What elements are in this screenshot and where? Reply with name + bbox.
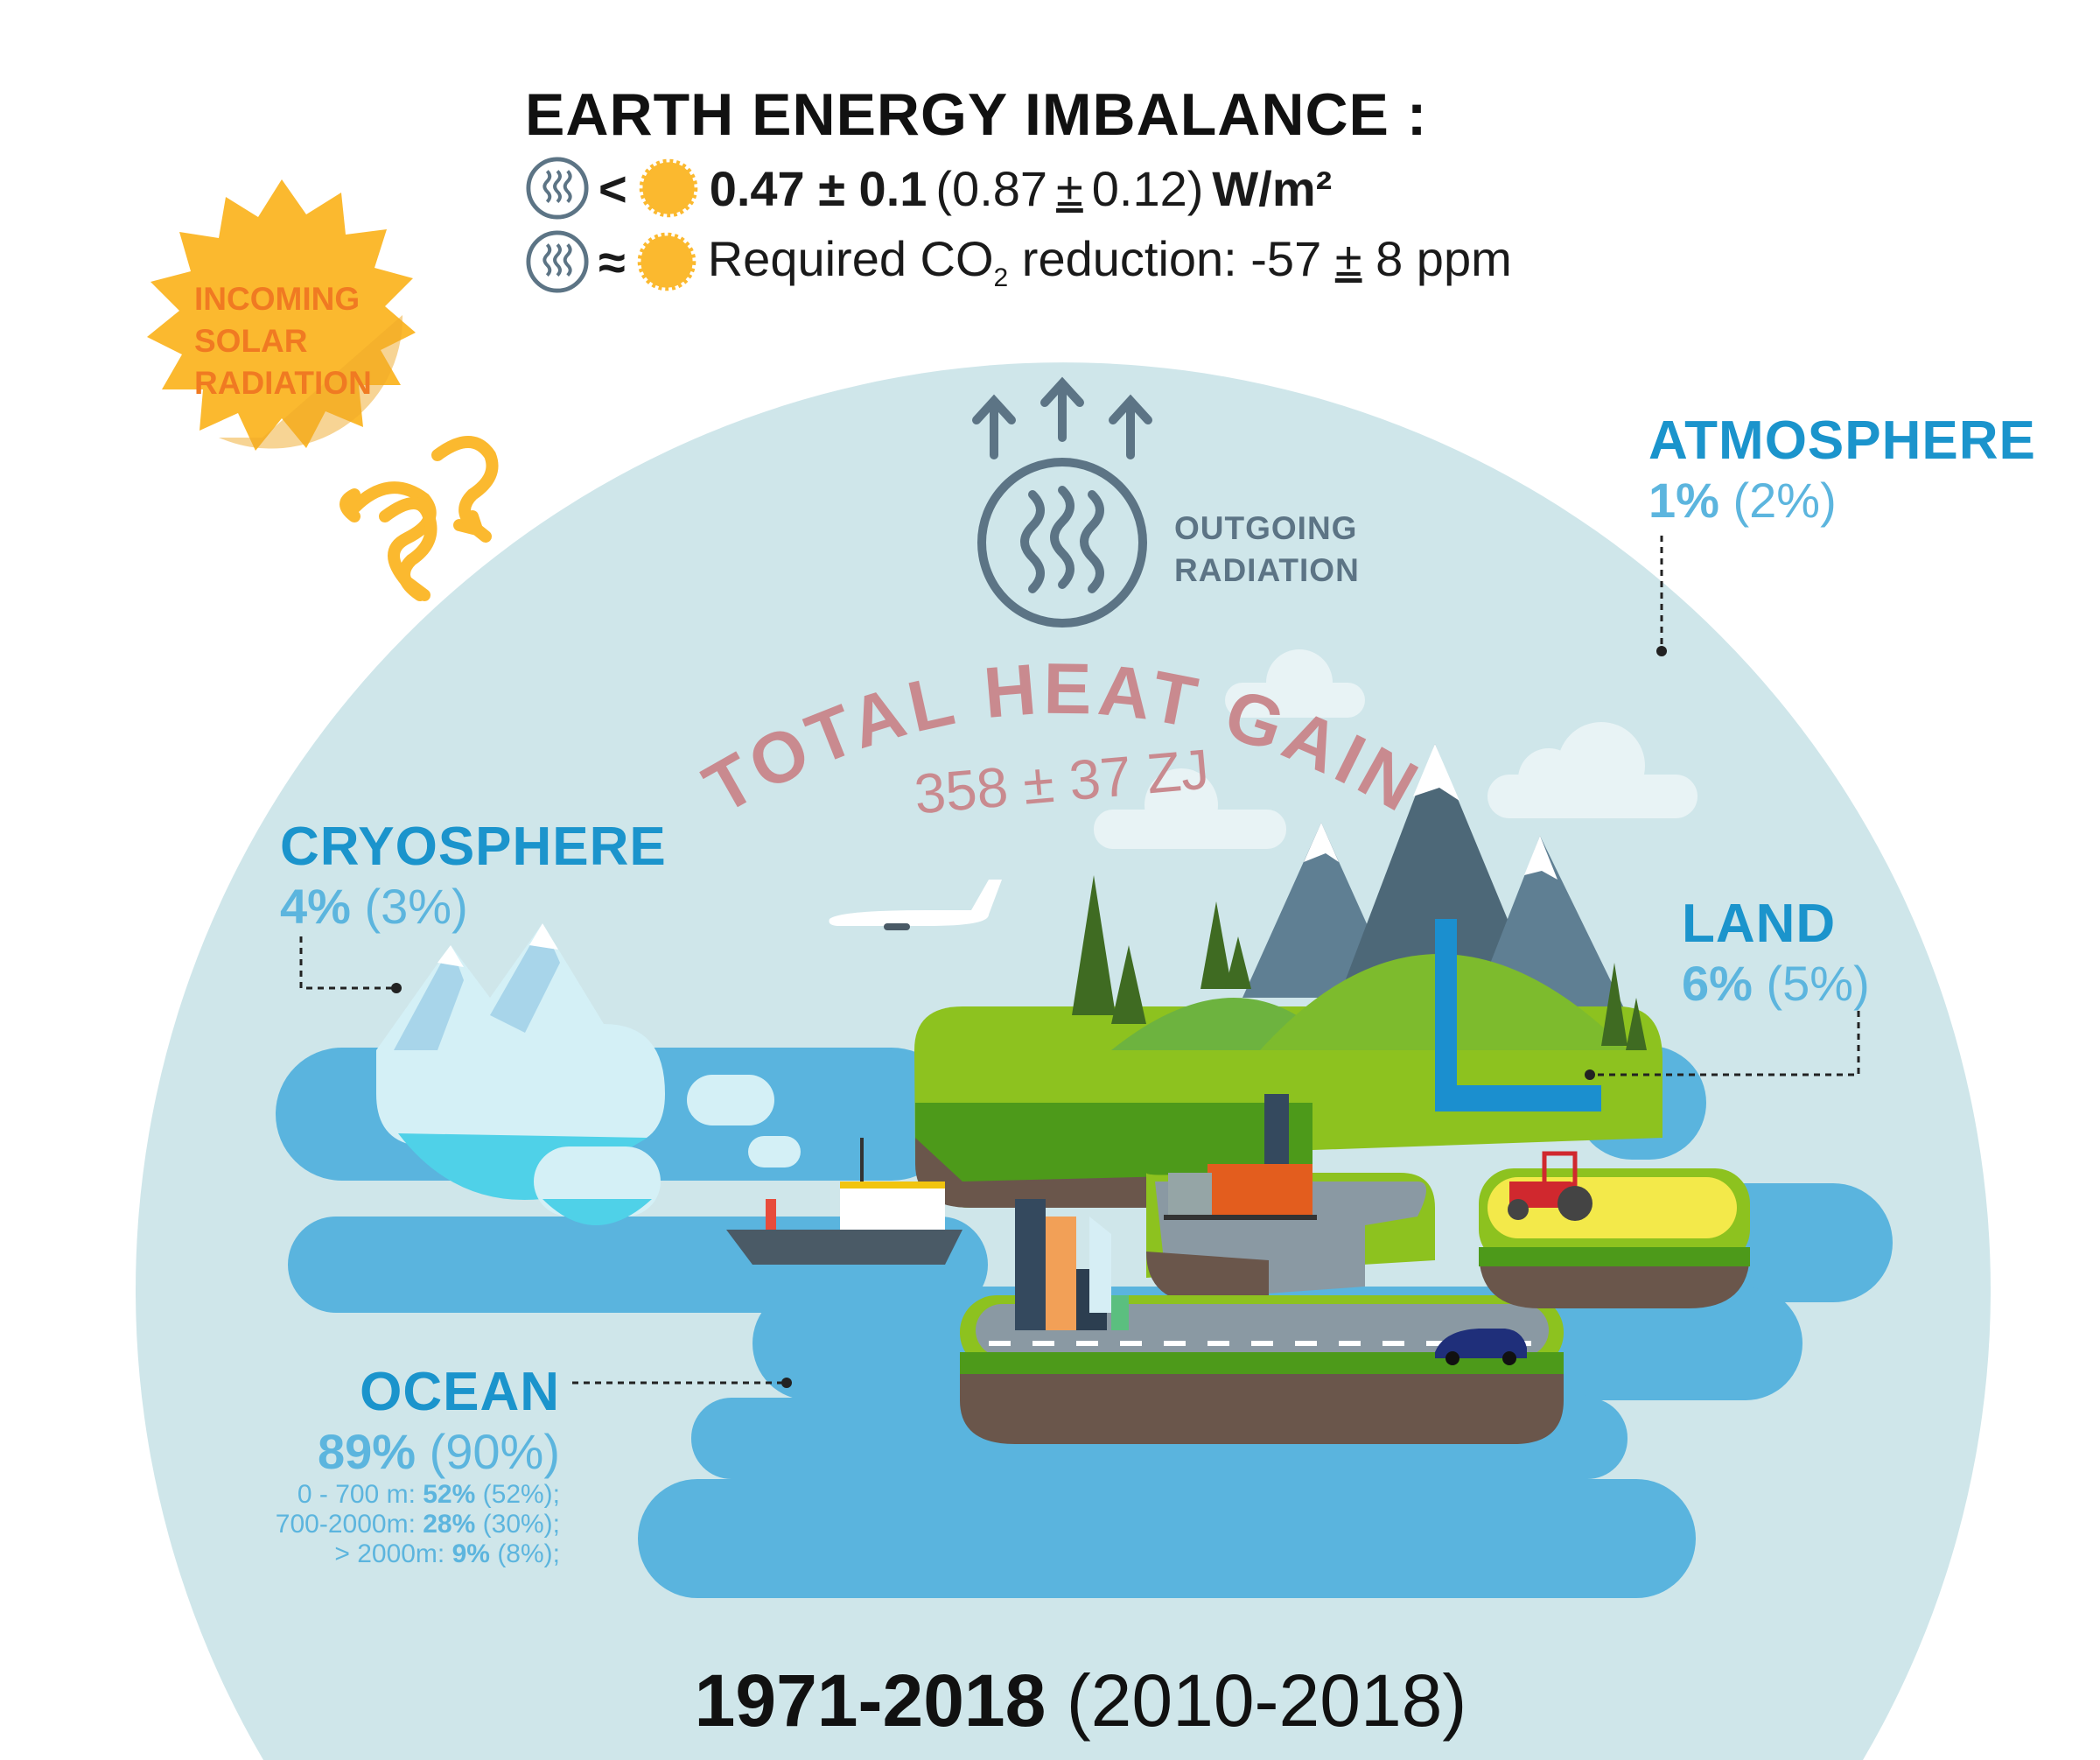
imbalance-line: < 0.47 ± 0.1 (0.87 ± 0.12) W/m² [525, 156, 1332, 221]
pm-symbol: ± [1056, 160, 1083, 216]
leader-dots [391, 646, 1667, 1388]
ship [726, 1138, 962, 1265]
co2-text: Required CO2 reduction: -57 ± 8 ppm [707, 230, 1512, 293]
ocean-layer: 0 - 700 m: 52% (52%); [297, 1480, 560, 1509]
outgoing-heat-icon [525, 229, 590, 294]
sun-icon [637, 232, 696, 291]
recent-value: (0.87 [935, 160, 1048, 216]
cryosphere-label: CRYOSPHERE 4% (3%) [280, 817, 667, 934]
ocean-label: OCEAN 89% (90%) 0 - 700 m: 52% (52%); 70… [275, 1362, 560, 1568]
less-than-symbol: < [598, 160, 627, 216]
recent-uncertainty: 0.12) [1091, 160, 1204, 216]
page-title: EARTH ENERGY IMBALANCE : [525, 81, 1428, 148]
car [1435, 1329, 1527, 1365]
ocean-layer: > 2000m: 9% (8%); [334, 1539, 560, 1568]
outgoing-heat-icon [525, 156, 590, 221]
iceberg [376, 923, 801, 1225]
imbalance-value: 0.47 ± 0.1 [709, 160, 928, 216]
sun-icon [147, 179, 416, 451]
city-buildings [1015, 1199, 1129, 1330]
airplane [829, 880, 1002, 930]
sun-icon [639, 158, 698, 218]
approx-symbol: ≈ [598, 234, 626, 290]
period-label: 1971-2018 (2010-2018) [694, 1659, 1467, 1742]
co2-line: ≈ Required CO2 reduction: -57 ± 8 ppm [525, 229, 1512, 294]
factory [1164, 1094, 1317, 1220]
unit: W/m² [1212, 160, 1333, 216]
cloud-icon [1094, 649, 1698, 849]
outgoing-radiation-label: OUTGOING RADIATION [1174, 510, 1360, 588]
land-label: LAND 6% (5%) [1682, 894, 1870, 1011]
ocean-layer: 700-2000m: 28% (30%); [275, 1510, 560, 1539]
atmosphere-label: ATMOSPHERE 1% (2%) [1648, 410, 2036, 528]
outgoing-radiation-icon [972, 376, 1152, 628]
trees [1072, 875, 1647, 1050]
incoming-arrows-icon [340, 436, 499, 601]
incoming-solar-label: INCOMING SOLAR RADIATION [194, 281, 372, 401]
leader-lines [299, 536, 1860, 1385]
tractor [1508, 1151, 1592, 1221]
